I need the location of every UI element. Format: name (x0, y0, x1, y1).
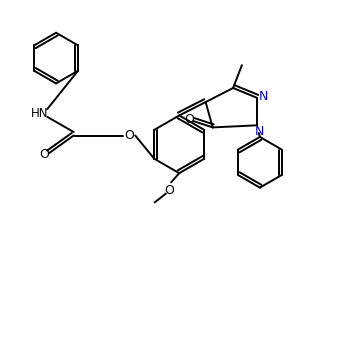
Text: HN: HN (31, 107, 48, 120)
Text: N: N (259, 90, 268, 102)
Text: O: O (164, 184, 174, 196)
Text: N: N (255, 125, 264, 138)
Text: O: O (184, 113, 194, 126)
Text: O: O (124, 129, 134, 142)
Text: O: O (39, 149, 49, 161)
